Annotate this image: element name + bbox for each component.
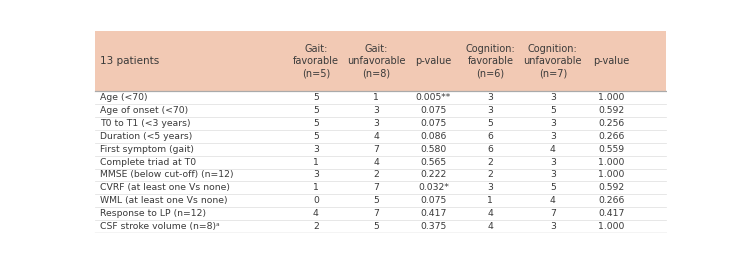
Text: First symptom (gait): First symptom (gait) xyxy=(100,145,194,154)
Text: 0.075: 0.075 xyxy=(420,106,447,115)
Text: 0.032*: 0.032* xyxy=(418,183,449,192)
Text: Complete triad at T0: Complete triad at T0 xyxy=(100,157,196,167)
Text: 0.559: 0.559 xyxy=(598,145,625,154)
Text: Response to LP (n=12): Response to LP (n=12) xyxy=(100,209,206,218)
Text: 2: 2 xyxy=(488,157,494,167)
Text: Cognition:
unfavorable
(n=7): Cognition: unfavorable (n=7) xyxy=(524,44,582,78)
Text: 0.565: 0.565 xyxy=(420,157,446,167)
Text: T0 to T1 (<3 years): T0 to T1 (<3 years) xyxy=(100,119,190,128)
Text: 1: 1 xyxy=(313,157,319,167)
Text: 2: 2 xyxy=(373,171,379,179)
Text: 4: 4 xyxy=(550,196,556,205)
Text: p-value: p-value xyxy=(415,56,451,66)
Text: 6: 6 xyxy=(488,132,494,141)
Text: 5: 5 xyxy=(313,119,319,128)
Text: Age of onset (<70): Age of onset (<70) xyxy=(100,106,188,115)
Text: 0.592: 0.592 xyxy=(598,106,625,115)
Text: Cognition:
favorable
(n=6): Cognition: favorable (n=6) xyxy=(465,44,515,78)
Text: CVRF (at least one Vs none): CVRF (at least one Vs none) xyxy=(100,183,230,192)
Text: 2: 2 xyxy=(488,171,494,179)
Text: 5: 5 xyxy=(313,93,319,102)
Text: 5: 5 xyxy=(313,132,319,141)
Text: 1: 1 xyxy=(488,196,494,205)
Text: 3: 3 xyxy=(488,183,494,192)
Text: 1.000: 1.000 xyxy=(598,171,625,179)
Bar xyxy=(96,31,665,91)
Text: 3: 3 xyxy=(488,106,494,115)
Text: 13 patients: 13 patients xyxy=(100,56,159,66)
Text: 1: 1 xyxy=(313,183,319,192)
Text: 5: 5 xyxy=(550,106,556,115)
Text: 3: 3 xyxy=(313,145,319,154)
Text: CSF stroke volume (n=8)ᵃ: CSF stroke volume (n=8)ᵃ xyxy=(100,222,220,231)
Text: 7: 7 xyxy=(373,145,379,154)
Text: 4: 4 xyxy=(373,132,379,141)
Text: 1.000: 1.000 xyxy=(598,222,625,231)
Text: 5: 5 xyxy=(313,106,319,115)
Text: 0.086: 0.086 xyxy=(420,132,447,141)
Text: 0.592: 0.592 xyxy=(598,183,625,192)
Text: 7: 7 xyxy=(373,209,379,218)
Text: 4: 4 xyxy=(488,209,494,218)
Text: 2: 2 xyxy=(313,222,319,231)
Text: 0: 0 xyxy=(313,196,319,205)
Text: 0.256: 0.256 xyxy=(598,119,625,128)
Text: 5: 5 xyxy=(488,119,494,128)
Text: 0.417: 0.417 xyxy=(420,209,447,218)
Text: p-value: p-value xyxy=(593,56,629,66)
Text: 3: 3 xyxy=(550,132,556,141)
Text: 0.580: 0.580 xyxy=(420,145,447,154)
Text: Gait:
favorable
(n=5): Gait: favorable (n=5) xyxy=(293,44,339,78)
Text: 0.375: 0.375 xyxy=(420,222,447,231)
Text: 4: 4 xyxy=(373,157,379,167)
Text: 0.005**: 0.005** xyxy=(416,93,451,102)
Text: 5: 5 xyxy=(550,183,556,192)
Text: 5: 5 xyxy=(373,222,379,231)
Text: 4: 4 xyxy=(488,222,494,231)
Text: 0.417: 0.417 xyxy=(598,209,625,218)
Text: Duration (<5 years): Duration (<5 years) xyxy=(100,132,193,141)
Text: 1.000: 1.000 xyxy=(598,157,625,167)
Text: 7: 7 xyxy=(550,209,556,218)
Text: 3: 3 xyxy=(488,93,494,102)
Text: 0.075: 0.075 xyxy=(420,119,447,128)
Text: 6: 6 xyxy=(488,145,494,154)
Text: 7: 7 xyxy=(373,183,379,192)
Text: 4: 4 xyxy=(313,209,319,218)
Text: 3: 3 xyxy=(550,222,556,231)
Text: WML (at least one Vs none): WML (at least one Vs none) xyxy=(100,196,227,205)
Text: 3: 3 xyxy=(373,119,379,128)
Text: 0.266: 0.266 xyxy=(598,132,625,141)
Text: 1: 1 xyxy=(373,93,379,102)
Text: 3: 3 xyxy=(373,106,379,115)
Text: 3: 3 xyxy=(550,119,556,128)
Text: 1.000: 1.000 xyxy=(598,93,625,102)
Text: Age (<70): Age (<70) xyxy=(100,93,147,102)
Text: MMSE (below cut-off) (n=12): MMSE (below cut-off) (n=12) xyxy=(100,171,233,179)
Text: 3: 3 xyxy=(313,171,319,179)
Text: 3: 3 xyxy=(550,171,556,179)
Text: 0.075: 0.075 xyxy=(420,196,447,205)
Text: 5: 5 xyxy=(373,196,379,205)
Text: 3: 3 xyxy=(550,93,556,102)
Text: 4: 4 xyxy=(550,145,556,154)
Text: 0.222: 0.222 xyxy=(420,171,447,179)
Text: 0.266: 0.266 xyxy=(598,196,625,205)
Text: Gait:
unfavorable
(n=8): Gait: unfavorable (n=8) xyxy=(347,44,405,78)
Text: 3: 3 xyxy=(550,157,556,167)
